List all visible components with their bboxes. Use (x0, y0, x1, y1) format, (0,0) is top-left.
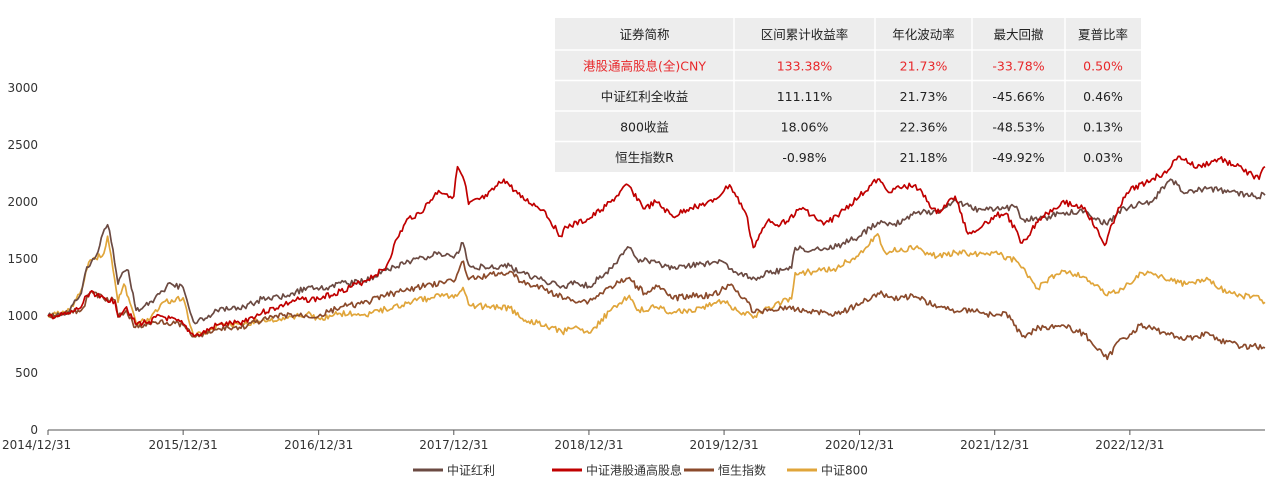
series-line-2 (48, 260, 1266, 361)
y-tick-label: 2500 (7, 138, 38, 152)
table-cell: 恒生指数R (615, 150, 674, 165)
series-line-1 (47, 155, 1266, 337)
y-tick-label: 2000 (7, 195, 38, 209)
table-cell: 港股通高股息(全)CNY (583, 58, 706, 73)
table-cell: 21.73% (900, 58, 948, 73)
table-cell: 111.11% (777, 89, 833, 104)
table-cell: -48.53% (992, 119, 1044, 134)
y-tick-label: 3000 (7, 81, 38, 95)
axis-layer: 0 500 1000 1500 2000 2500 3000 2014/12/31 2015/1… (2, 81, 1265, 452)
table-cell: 0.46% (1083, 89, 1123, 104)
x-tick-label: 2017/12/31 (419, 438, 488, 452)
table-header-cell: 区间累计收益率 (761, 27, 849, 42)
x-tick-label: 2016/12/31 (284, 438, 353, 452)
series-line-3 (47, 233, 1266, 338)
table-header-cell: 年化波动率 (892, 27, 955, 42)
table-background (555, 18, 1141, 172)
table-cell: -49.92% (992, 150, 1044, 165)
legend-label: 中证港股通高股息 (586, 463, 682, 478)
x-tick-label: 2014/12/31 (2, 438, 71, 452)
table-cell: 18.06% (781, 119, 829, 134)
x-tick-label: 2022/12/31 (1095, 438, 1164, 452)
x-tick-label: 2018/12/31 (554, 438, 623, 452)
table-cell: 21.73% (900, 89, 948, 104)
table-cell: 21.18% (900, 150, 948, 165)
table-cell: -0.98% (782, 150, 826, 165)
table-cell: 0.13% (1083, 119, 1123, 134)
table-cell: -45.66% (992, 89, 1044, 104)
table-cell: 800收益 (620, 119, 669, 134)
series-layer (47, 155, 1266, 361)
table-cell: 0.03% (1083, 150, 1123, 165)
series-line-0 (47, 178, 1266, 325)
table-cell: 133.38% (777, 58, 833, 73)
legend-label: 中证800 (821, 463, 868, 478)
table-cell: 22.36% (900, 119, 948, 134)
y-tick-label: 500 (15, 366, 38, 380)
x-tick-label: 2021/12/31 (960, 438, 1029, 452)
legend-label: 恒生指数 (718, 463, 766, 478)
x-tick-label: 2019/12/31 (689, 438, 758, 452)
table-cell: 中证红利全收益 (601, 89, 689, 104)
legend: 中证红利 中证港股通高股息 恒生指数 中证800 (413, 463, 868, 478)
table-header-cell: 最大回撤 (993, 27, 1044, 42)
y-tick-label: 1000 (7, 309, 38, 323)
table-cell: 0.50% (1083, 58, 1123, 73)
x-tick-label: 2015/12/31 (149, 438, 218, 452)
legend-label: 中证红利 (447, 463, 495, 478)
table-cell: -33.78% (992, 58, 1044, 73)
y-tick-label: 0 (30, 423, 38, 437)
table-header-cell: 夏普比率 (1078, 27, 1128, 42)
y-tick-label: 1500 (7, 252, 38, 266)
x-tick-label: 2020/12/31 (825, 438, 894, 452)
table-header-cell: 证券简称 (619, 27, 669, 42)
